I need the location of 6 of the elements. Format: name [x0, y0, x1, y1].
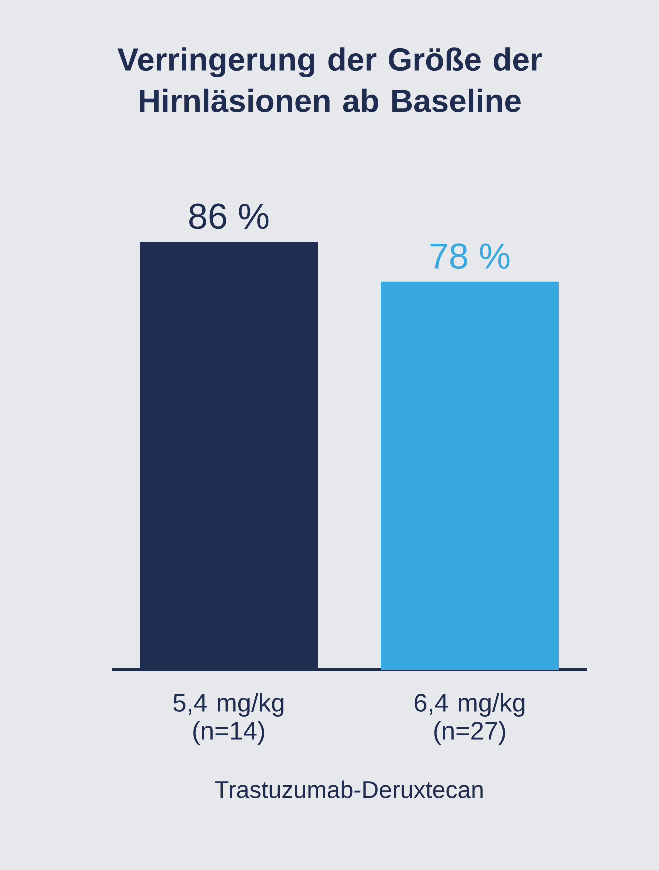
- x-tick-label: 5,4 mg/kg (n=14): [174, 693, 284, 745]
- data-label: 78 %: [430, 244, 510, 270]
- x-axis-title: Trastuzumab-Deruxtecan: [215, 780, 483, 798]
- chart-title: Verringerung der Größe der Hirnläsionen ab Baseline: [118, 48, 542, 112]
- data-label: 86 %: [190, 204, 269, 230]
- x-tick-label: 6,4 mg/kg (n=27): [414, 693, 525, 745]
